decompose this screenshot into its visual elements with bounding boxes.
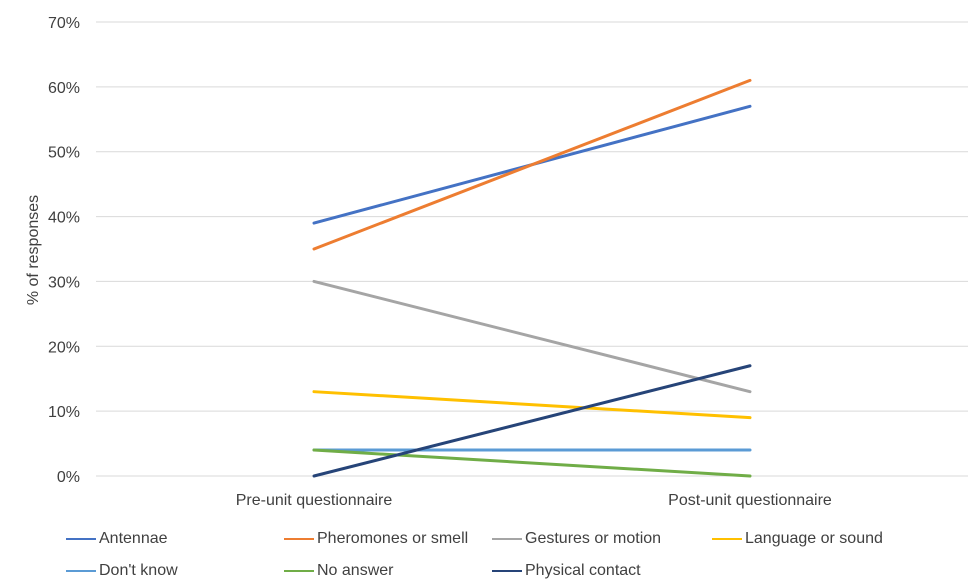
y-axis-tick-labels: 0% 10% 20% 30% 40% 50% 60% 70% — [48, 15, 80, 486]
legend-swatch — [284, 537, 314, 541]
legend-swatch — [492, 569, 522, 573]
legend-label: Language or sound — [745, 530, 883, 547]
legend-item: Pheromones or smell — [284, 530, 468, 548]
legend-swatch — [284, 569, 314, 573]
legend-item: Physical contact — [492, 562, 641, 580]
legend-item: Don't know — [66, 562, 178, 580]
x-axis-tick-labels: Pre-unit questionnaire Post-unit question… — [236, 492, 832, 509]
y-tick-label: 30% — [48, 274, 80, 291]
series-line-pheromones-or-smell — [312, 78, 752, 251]
y-tick-label: 50% — [48, 145, 80, 162]
y-tick-label: 40% — [48, 210, 80, 227]
legend-label: No answer — [317, 562, 394, 579]
y-tick-label: 70% — [48, 15, 80, 32]
y-tick-label: 20% — [48, 339, 80, 356]
legend-swatch — [66, 569, 96, 573]
x-tick-label: Post-unit questionnaire — [668, 492, 832, 509]
gridlines — [96, 21, 968, 477]
legend-label: Don't know — [99, 562, 178, 579]
legend-item: Antennae — [66, 530, 168, 548]
legend-label: Antennae — [99, 530, 168, 547]
y-axis-label: % of responses — [25, 195, 42, 305]
legend-label: Gestures or motion — [525, 530, 662, 547]
legend-label: Physical contact — [525, 562, 641, 579]
legend-item: Gestures or motion — [492, 530, 661, 548]
y-tick-label: 60% — [48, 80, 80, 97]
legend-swatch — [66, 537, 96, 541]
legend-item: No answer — [284, 562, 393, 580]
series-line-gestures-or-motion — [312, 279, 752, 394]
legend-label: Pheromones or smell — [317, 530, 469, 547]
series-line-physical-contact — [312, 364, 752, 478]
y-tick-label: 10% — [48, 404, 80, 421]
legend-swatch — [712, 537, 742, 541]
legend: Antennae Pheromones or smell Gestures or m… — [0, 528, 973, 582]
legend-swatch — [492, 537, 522, 541]
series-lines — [312, 78, 752, 478]
x-tick-label: Pre-unit questionnaire — [236, 492, 393, 509]
legend-item: Language or sound — [712, 530, 883, 548]
y-tick-label: 0% — [57, 469, 80, 486]
series-line-no-answer — [312, 448, 752, 478]
series-line-language-or-sound — [312, 390, 752, 420]
line-chart: 0% 10% 20% 30% 40% 50% 60% 70% Pre-unit questio… — [25, 15, 968, 509]
